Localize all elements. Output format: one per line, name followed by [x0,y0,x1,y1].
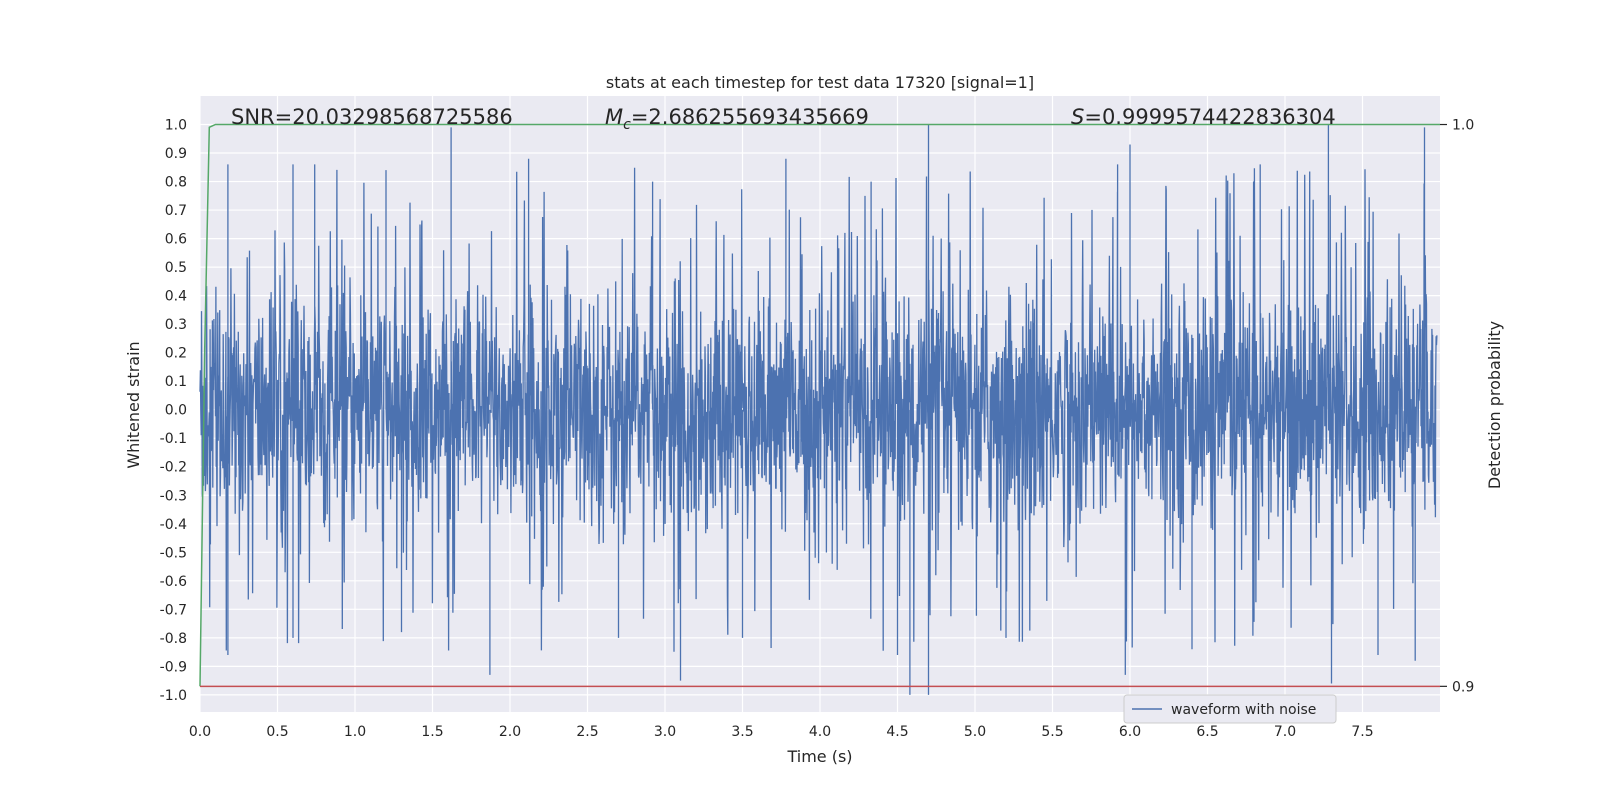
x-tick-label: 7.5 [1351,724,1373,740]
x-tick-label: 0.5 [266,724,288,740]
legend-label-waveform: waveform with noise [1171,702,1316,718]
x-tick-label: 5.0 [964,724,986,740]
x-tick-label: 6.5 [1196,724,1218,740]
s-symbol: S [1071,105,1084,129]
detection-probability-line [199,123,1440,687]
y-tick-label: -0.5 [160,545,187,561]
y-tick-label: -0.2 [160,460,187,476]
x-tick-label: 5.5 [1041,724,1063,740]
waveform-with-noise-line [199,124,1438,695]
waveform-with-noise-series [199,124,1438,695]
s-annotation: S=0.9999574422836304 [1071,105,1336,129]
y-tick-label: -1.0 [160,688,187,704]
y-tick-labels: 1.0 0.9 0.8 0.7 0.6 0.5 0.4 0.3 0.2 0.1 0.0 -0.1 -0.… [160,118,187,704]
legend: waveform with noise [1123,694,1337,724]
legend-box [1123,694,1337,724]
y-tick-label: 0.5 [165,260,187,276]
x-tick-label: 1.5 [421,724,443,740]
y-tick-label: 0.6 [165,232,187,248]
y-tick-label: 0.8 [165,175,187,191]
x-tick-label: 7.0 [1274,724,1296,740]
y-tick-label: 0.2 [165,346,187,362]
x-tick-label: 0.0 [189,724,211,740]
y-tick-label: -0.3 [160,488,187,504]
y2-tick-label: 0.9 [1452,679,1474,695]
chart-title: stats at each timestep for test data 173… [606,73,1034,92]
x-tick-label: 2.5 [576,724,598,740]
y-tick-label: 0.1 [165,374,187,390]
y-tick-label: -0.8 [160,631,187,647]
y2-tick-label: 1.0 [1452,118,1474,134]
y-axis-label: Whitened strain [124,341,143,468]
x-tick-label: 3.5 [731,724,753,740]
y2-tick-labels: 1.0 0.9 [1440,118,1474,695]
x-tick-labels: 0.0 0.5 1.0 1.5 2.0 2.5 3.0 3.5 4.0 4.5 5.0 5.5 6.0 6… [189,724,1374,740]
y-tick-label: -0.6 [160,574,187,590]
y-tick-label: 0.7 [165,203,187,219]
mc-symbol: M [605,105,623,129]
x-tick-label: 6.0 [1119,724,1141,740]
y-tick-label: 1.0 [165,118,187,134]
mc-annotation: Mc=2.686255693435669 [605,105,869,133]
mc-value: =2.686255693435669 [631,105,869,129]
y-tick-label: -0.7 [160,602,187,618]
y-tick-label: -0.1 [160,431,187,447]
x-tick-label: 3.0 [654,724,676,740]
s-value: =0.9999574422836304 [1084,105,1335,129]
x-tick-label: 4.5 [886,724,908,740]
y-tick-label: -0.4 [160,517,187,533]
snr-annotation: SNR=20.03298568725586 [231,105,513,129]
x-tick-label: 4.0 [809,724,831,740]
y2-axis-label: Detection probability [1485,321,1504,489]
y-tick-label: 0.0 [165,403,187,419]
x-tick-label: 1.0 [344,724,366,740]
y-tick-label: -0.9 [160,659,187,675]
y-tick-label: 0.4 [165,289,187,305]
x-tick-label: 2.0 [499,724,521,740]
y-tick-label: 0.3 [165,317,187,333]
x-axis-label: Time (s) [786,747,852,766]
y-tick-label: 0.9 [165,146,187,162]
mc-subscript: c [623,117,631,133]
